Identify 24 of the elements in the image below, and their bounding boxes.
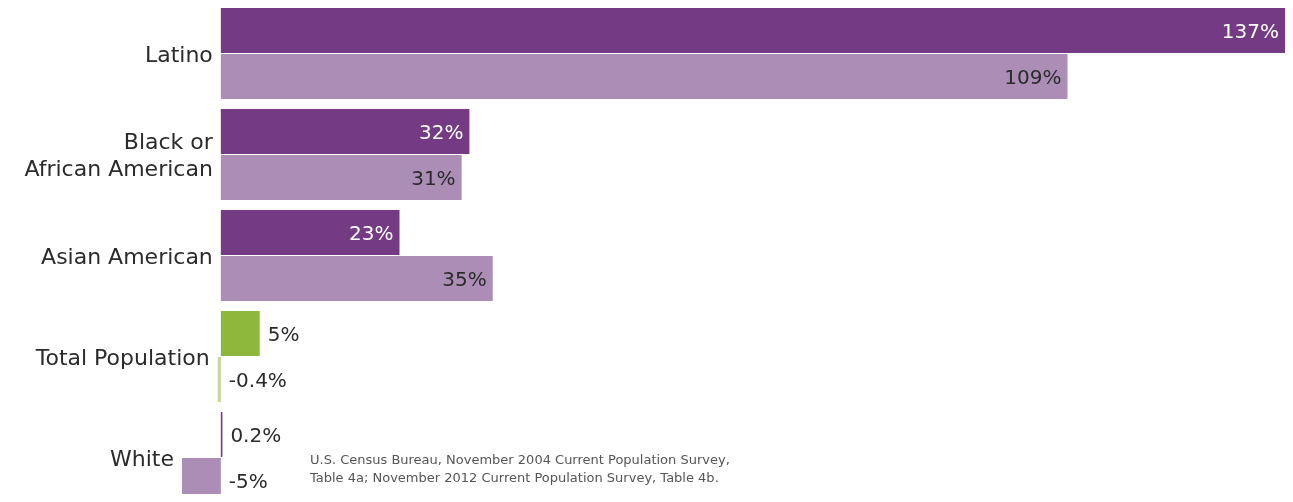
bar (217, 357, 221, 402)
bar (220, 311, 260, 356)
data-label: 31% (411, 165, 456, 190)
y-tick-label: Latino (144, 41, 213, 67)
bar (220, 109, 470, 154)
y-tick-label: Black or African American (24, 129, 214, 182)
y-tick-label: Total Population (34, 344, 210, 370)
data-label: 0.2% (230, 422, 282, 447)
data-label: -5% (228, 468, 268, 493)
data-label: 5% (267, 321, 300, 346)
annotation: U.S. Census Bureau, November 2004 Current Population Survey, Table 4a; November 2012 Current Population Survey, Table 4b. (309, 452, 730, 485)
data-label: -0.4% (228, 367, 287, 392)
data-label: 23% (349, 220, 394, 245)
data-label: 109% (1004, 64, 1062, 89)
bar (220, 155, 462, 200)
bar (220, 256, 493, 301)
bar (220, 8, 1285, 53)
data-label: 32% (418, 119, 464, 144)
bar (220, 54, 1068, 99)
y-tick-label: White (110, 445, 174, 471)
data-label: 35% (442, 266, 487, 291)
bar (220, 210, 400, 255)
y-tick-label: Asian American (41, 243, 213, 269)
data-label: 137% (1221, 18, 1279, 43)
